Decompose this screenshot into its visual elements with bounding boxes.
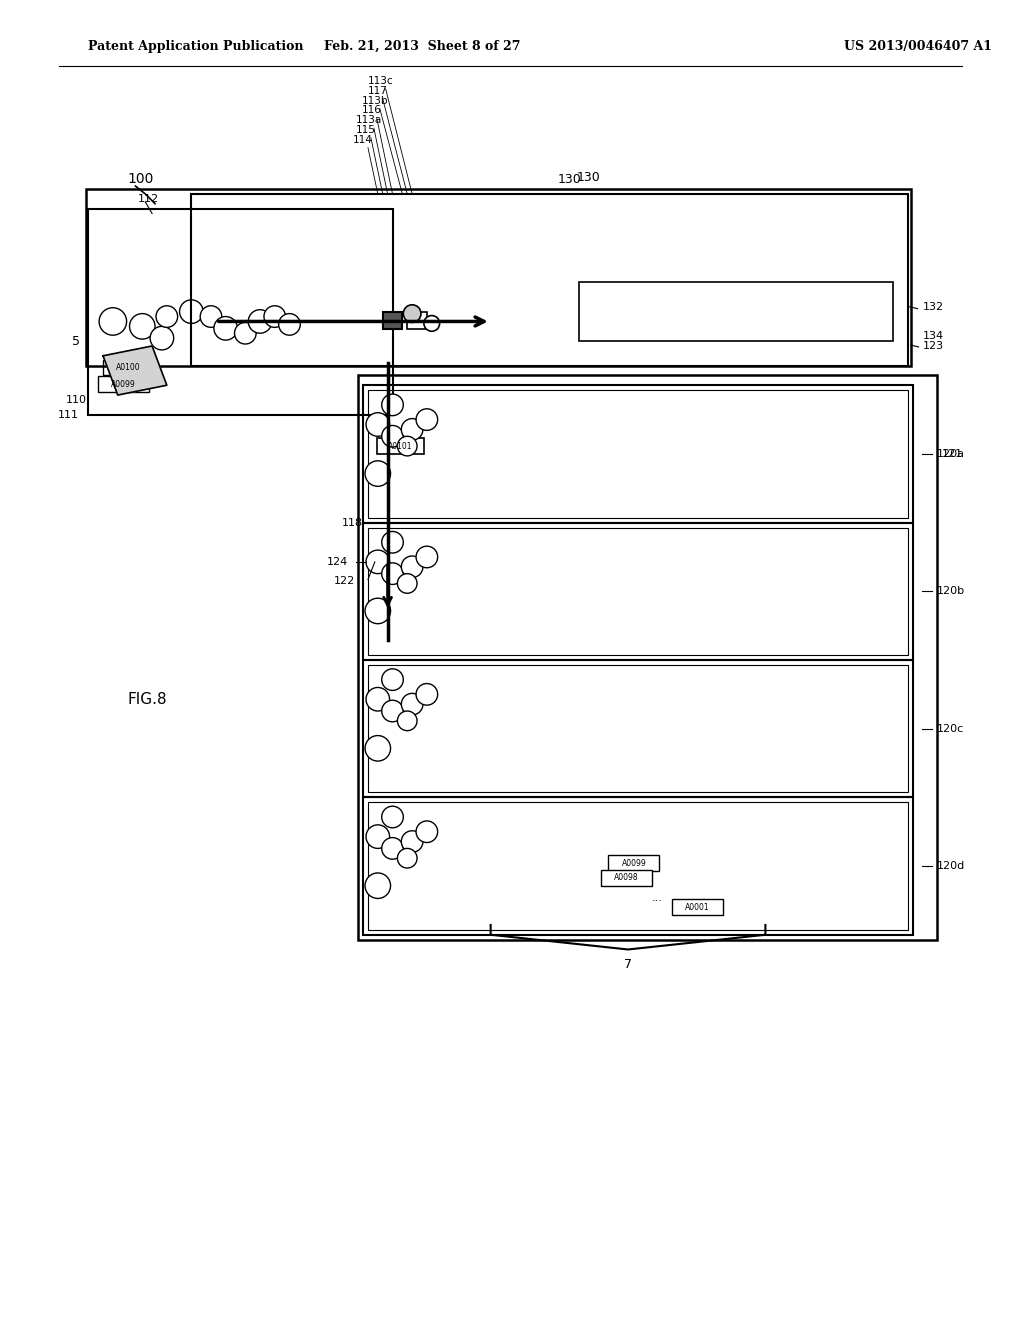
Circle shape [401,693,423,715]
Text: A0099: A0099 [112,380,136,389]
FancyBboxPatch shape [377,438,424,454]
Text: FIG.8: FIG.8 [127,692,167,706]
Circle shape [214,317,238,341]
Text: 120d: 120d [937,861,966,871]
FancyBboxPatch shape [98,376,150,392]
Text: 115: 115 [356,125,376,135]
Text: ...: ... [652,894,663,903]
Circle shape [382,838,403,859]
Circle shape [397,437,417,455]
Text: 7: 7 [624,958,632,970]
Text: 5: 5 [73,334,81,347]
Text: 113a: 113a [355,115,382,125]
Text: Feb. 21, 2013  Sheet 8 of 27: Feb. 21, 2013 Sheet 8 of 27 [324,40,520,53]
Circle shape [179,300,203,323]
Circle shape [382,562,403,585]
Text: A0099: A0099 [622,858,646,867]
Text: 113b: 113b [361,95,388,106]
Circle shape [129,314,155,339]
Text: 122: 122 [334,577,355,586]
Circle shape [416,546,437,568]
Circle shape [365,598,390,623]
Circle shape [401,418,423,440]
Text: 121: 121 [942,449,964,459]
FancyBboxPatch shape [608,855,659,871]
Text: 110: 110 [66,395,86,405]
Circle shape [99,308,127,335]
Circle shape [365,735,390,762]
FancyBboxPatch shape [103,360,154,375]
FancyBboxPatch shape [408,312,427,329]
Text: 120a: 120a [937,449,966,459]
Circle shape [200,306,222,327]
Text: 130: 130 [577,170,601,183]
Text: 123: 123 [923,341,943,351]
Circle shape [366,413,389,437]
Circle shape [234,322,256,345]
Text: 100: 100 [128,172,154,186]
Text: 113c: 113c [368,77,393,86]
Text: 116: 116 [361,106,382,115]
Circle shape [416,684,437,705]
Text: A0100: A0100 [117,363,141,372]
Text: A0098: A0098 [613,874,638,882]
Text: 120c: 120c [937,723,965,734]
FancyBboxPatch shape [383,312,402,329]
FancyBboxPatch shape [600,870,651,886]
Circle shape [401,556,423,578]
Circle shape [382,395,403,416]
Text: 124: 124 [327,557,348,566]
Circle shape [156,306,177,327]
Text: 117: 117 [368,86,388,96]
Circle shape [416,409,437,430]
Circle shape [397,849,417,869]
Text: 118: 118 [342,517,364,528]
Text: US 2013/0046407 A1: US 2013/0046407 A1 [844,40,992,53]
Circle shape [397,711,417,731]
Circle shape [151,326,174,350]
Text: 130: 130 [557,173,581,186]
Text: A0101: A0101 [388,442,413,450]
Circle shape [365,461,390,486]
Text: 114: 114 [353,135,373,145]
Text: 112: 112 [137,194,159,203]
Polygon shape [103,346,167,395]
Circle shape [366,550,389,574]
Text: 120b: 120b [937,586,966,597]
Text: 111: 111 [57,409,79,420]
FancyBboxPatch shape [672,899,723,915]
Circle shape [382,425,403,447]
Text: A0001: A0001 [685,903,710,912]
Circle shape [382,700,403,722]
Circle shape [397,574,417,593]
Circle shape [424,315,439,331]
Circle shape [382,807,403,828]
Text: Patent Application Publication: Patent Application Publication [88,40,304,53]
Text: 134: 134 [923,331,943,341]
Circle shape [382,669,403,690]
Text: 132: 132 [923,302,943,312]
Circle shape [248,310,271,333]
Circle shape [366,825,389,849]
Circle shape [365,873,390,899]
Circle shape [416,821,437,842]
Circle shape [366,688,389,711]
Circle shape [264,306,286,327]
Circle shape [382,532,403,553]
Circle shape [279,314,300,335]
Circle shape [403,305,421,322]
Circle shape [401,830,423,853]
